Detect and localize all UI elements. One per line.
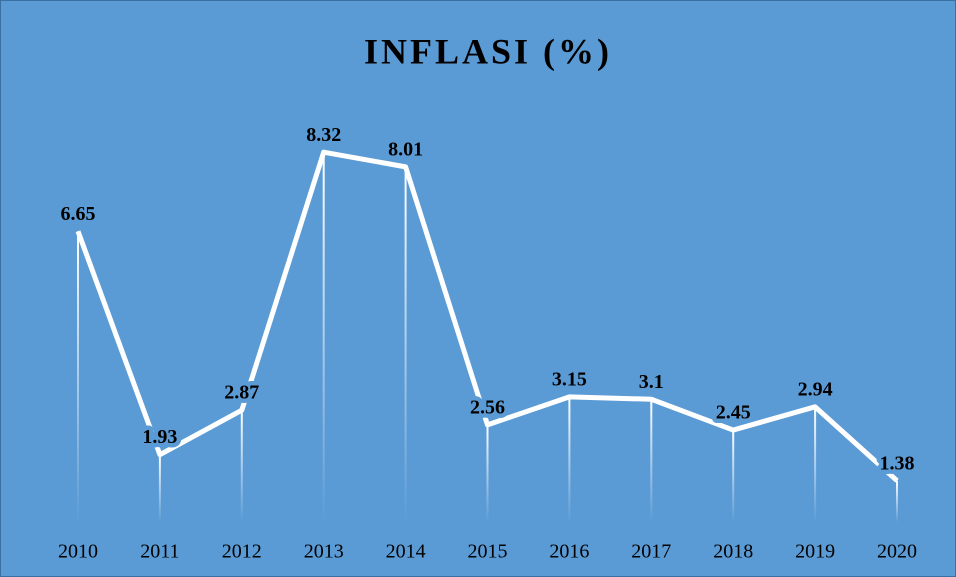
- data-label: 2.56: [470, 396, 505, 418]
- data-label: 1.38: [880, 452, 915, 474]
- x-tick-label: 2014: [386, 541, 426, 563]
- drop-line: [404, 166, 407, 523]
- data-label: 8.32: [306, 124, 341, 146]
- x-tick-label: 2020: [877, 541, 917, 563]
- drop-line: [240, 410, 243, 522]
- drop-line: [732, 430, 735, 522]
- data-label: 8.01: [388, 138, 423, 160]
- data-line: [75, 149, 899, 483]
- data-label: 3.1: [639, 371, 664, 393]
- drop-line: [568, 396, 571, 522]
- x-tick-label: 2018: [713, 541, 753, 563]
- x-tick-label: 2013: [304, 541, 344, 563]
- x-tick-label: 2017: [631, 541, 671, 563]
- drop-line: [650, 399, 653, 522]
- data-label: 2.45: [716, 402, 751, 424]
- drop-line: [486, 424, 489, 522]
- drop-line: [158, 454, 161, 522]
- chart-title: INFLASI (%): [364, 31, 612, 71]
- x-tick-label: 2019: [795, 541, 835, 563]
- x-tick-label: 2012: [222, 541, 262, 563]
- data-label: 2.87: [224, 382, 259, 404]
- x-tick-label: 2010: [58, 541, 98, 563]
- x-tick-label: 2016: [549, 541, 589, 563]
- drop-line: [322, 152, 325, 523]
- drop-line: [814, 406, 817, 522]
- x-tick-label: 2011: [140, 541, 179, 563]
- data-label: 6.65: [61, 203, 96, 225]
- x-tick-label: 2015: [468, 541, 508, 563]
- data-label: 2.94: [798, 378, 833, 400]
- data-label: 1.93: [142, 426, 177, 448]
- data-label: 3.15: [552, 368, 587, 390]
- drop-line: [77, 231, 79, 522]
- drop-line: [896, 480, 898, 522]
